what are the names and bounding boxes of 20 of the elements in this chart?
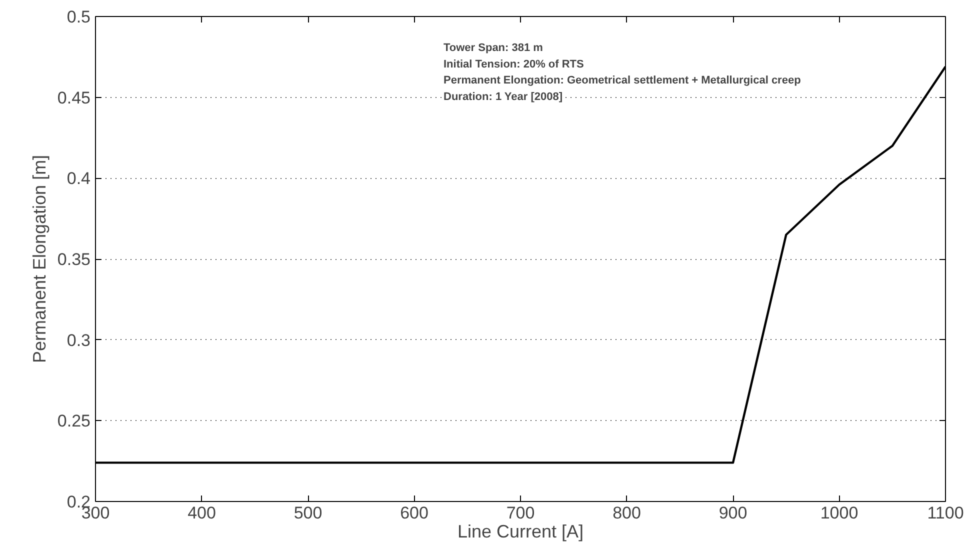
x-tick-label: 1000 (820, 504, 858, 522)
annotation: Permanent Elongation: Geometrical settlement + Metallurgical creep (444, 74, 802, 87)
y-tick-label: 0.3 (66, 330, 91, 350)
x-axis-title: Line Current [A] (457, 522, 584, 542)
x-tick-label: 800 (612, 504, 641, 522)
y-tick-label: 0.25 (57, 412, 91, 431)
x-tick-label: 900 (718, 504, 748, 522)
y-tick-label: 0.35 (57, 250, 91, 269)
y-tick-label: 0.4 (66, 169, 91, 188)
x-tick-label: 600 (400, 504, 428, 522)
y-tick-label: 0.5 (66, 8, 91, 26)
annotation: Initial Tension: 20% of RTS (444, 58, 584, 70)
x-tick-label: 500 (294, 504, 322, 522)
x-tick-label: 700 (506, 504, 535, 522)
annotation: Tower Span: 381 m (444, 42, 544, 54)
annotation: Duration: 1 Year [2008] (444, 90, 563, 103)
y-tick-label: 0.45 (57, 88, 91, 108)
y-axis-title: Permanent Elongation [m] (29, 154, 50, 364)
x-tick-label: 1100 (927, 504, 964, 522)
x-tick-label: 400 (188, 504, 216, 522)
